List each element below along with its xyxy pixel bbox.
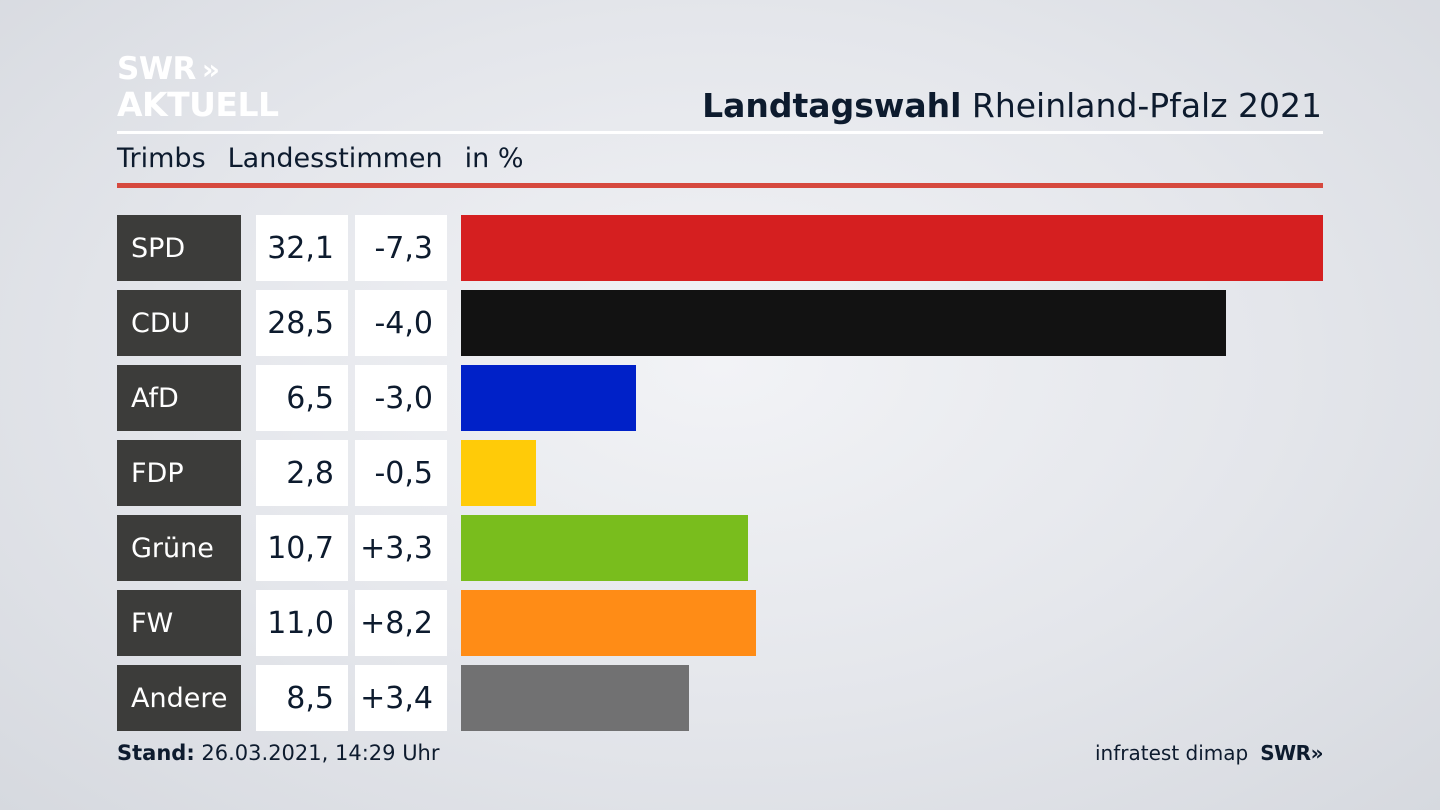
- party-label: FW: [117, 590, 241, 656]
- vote-share-value: 28,5: [256, 290, 348, 356]
- source-label: infratest dimap: [1095, 741, 1249, 765]
- party-row: AfD 6,5 -3,0: [117, 365, 1323, 431]
- party-row: FW 11,0 +8,2: [117, 590, 1323, 656]
- accent-divider: [117, 183, 1323, 188]
- vote-change-value: -3,0: [355, 365, 447, 431]
- subtitle: Trimbs Landesstimmen in %: [117, 143, 524, 174]
- vote-share-value: 32,1: [256, 215, 348, 281]
- vote-change-value: +3,4: [355, 665, 447, 731]
- title-rest: Rheinland-Pfalz 2021: [971, 86, 1322, 125]
- vote-share-value: 8,5: [256, 665, 348, 731]
- party-row: Andere 8,5 +3,4: [117, 665, 1323, 731]
- vote-change-value: -0,5: [355, 440, 447, 506]
- party-label: FDP: [117, 440, 241, 506]
- header-divider: [117, 131, 1323, 134]
- unit-label: in %: [464, 143, 524, 174]
- vote-share-value: 11,0: [256, 590, 348, 656]
- vote-share-value: 6,5: [256, 365, 348, 431]
- party-row: CDU 28,5 -4,0: [117, 290, 1323, 356]
- metric-label: Landesstimmen: [227, 143, 443, 174]
- party-row: SPD 32,1 -7,3: [117, 215, 1323, 281]
- vote-share-value: 10,7: [256, 515, 348, 581]
- vote-change-value: -4,0: [355, 290, 447, 356]
- vote-share-bar: [461, 590, 756, 656]
- timestamp: Stand: 26.03.2021, 14:29 Uhr: [117, 741, 440, 765]
- vote-change-value: -7,3: [355, 215, 447, 281]
- vote-share-bar: [461, 665, 689, 731]
- party-label: Grüne: [117, 515, 241, 581]
- party-label: AfD: [117, 365, 241, 431]
- vote-share-bar: [461, 215, 1323, 281]
- vote-change-value: +8,2: [355, 590, 447, 656]
- vote-share-bar: [461, 290, 1226, 356]
- party-label: CDU: [117, 290, 241, 356]
- source-credit: infratest dimap SWR»: [1095, 741, 1323, 765]
- party-label: SPD: [117, 215, 241, 281]
- region-label: Trimbs: [117, 143, 206, 174]
- vote-share-value: 2,8: [256, 440, 348, 506]
- page-title: Landtagswahl Rheinland-Pfalz 2021: [702, 86, 1322, 125]
- chevrons-icon: »: [201, 52, 220, 86]
- vote-share-bar: [461, 515, 748, 581]
- party-label: Andere: [117, 665, 241, 731]
- vote-change-value: +3,3: [355, 515, 447, 581]
- swr-logo: SWR»: [1260, 741, 1323, 765]
- vote-share-bar: [461, 440, 536, 506]
- party-row: FDP 2,8 -0,5: [117, 440, 1323, 506]
- party-row: Grüne 10,7 +3,3: [117, 515, 1323, 581]
- title-bold: Landtagswahl: [702, 86, 962, 125]
- swr-aktuell-logo: SWR» AKTUELL: [117, 51, 279, 124]
- vote-share-bar: [461, 365, 636, 431]
